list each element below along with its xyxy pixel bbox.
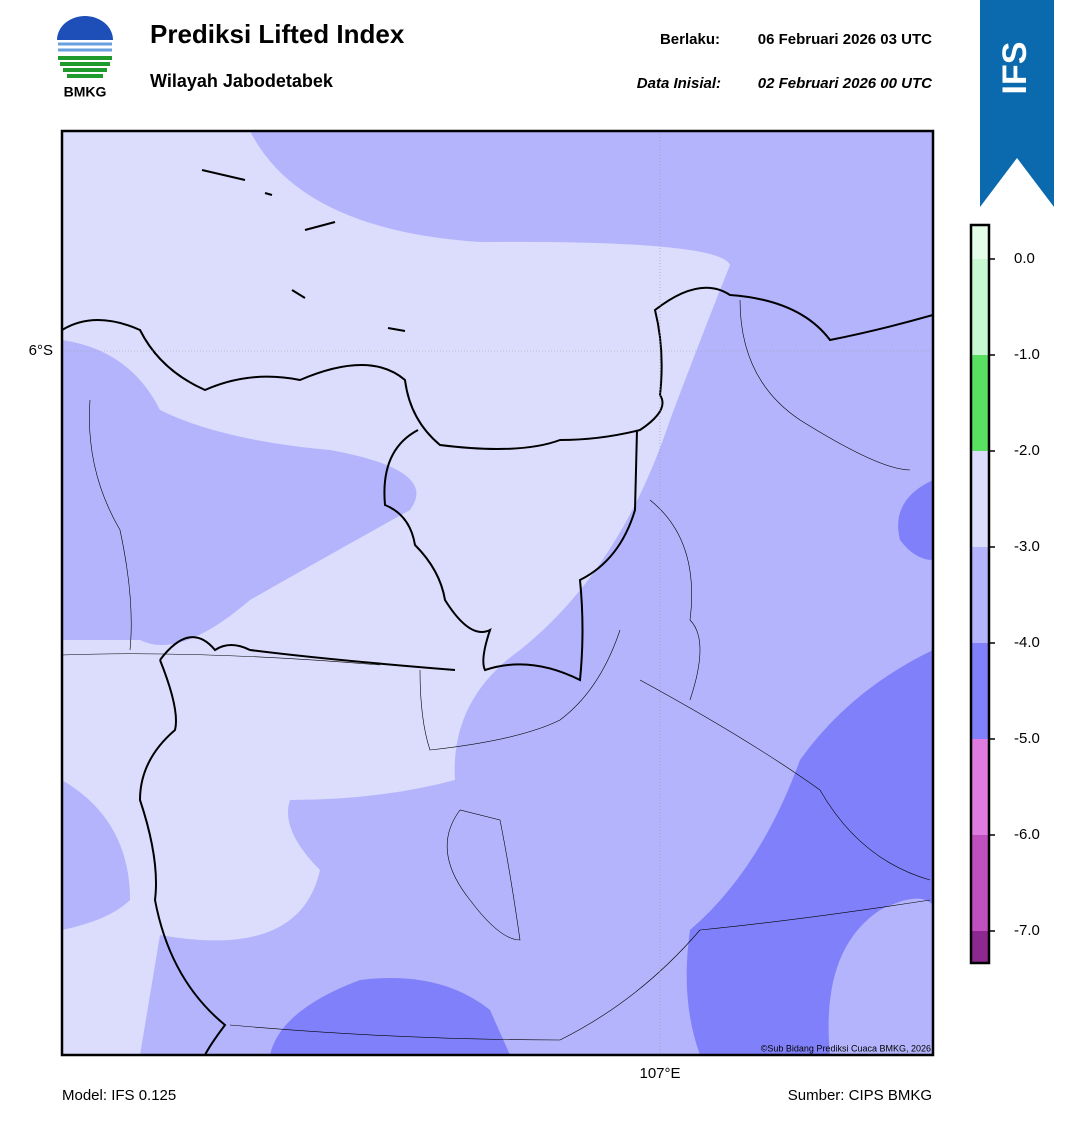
colorbar-segment [971, 931, 989, 963]
map [62, 131, 933, 1055]
colorbar-cap [971, 225, 989, 259]
colorbar-segment [971, 451, 989, 547]
map-frame [60, 129, 935, 1057]
lon-label: 107°E [639, 1065, 680, 1082]
colorbar-frame [969, 223, 991, 965]
subtitle: Wilayah Jabodetabek [150, 71, 334, 91]
badge-text: IFS [996, 42, 1034, 95]
logo [57, 16, 113, 78]
colorbar-label: -7.0 [1014, 922, 1040, 939]
colorbar-segment [971, 835, 989, 931]
colorbar-label: -6.0 [1014, 826, 1040, 843]
colorbar-segment [971, 547, 989, 643]
colorbar-label: 0.0 [1014, 250, 1035, 267]
model: Model: IFS 0.125 [62, 1087, 176, 1104]
init-time: 02 Februari 2026 00 UTC [758, 75, 933, 92]
badge [980, 0, 1054, 207]
colorbar-label: -4.0 [1014, 634, 1040, 651]
lat-label: 6°S [29, 342, 53, 359]
title: Prediksi Lifted Index [150, 19, 405, 49]
colorbar-label: -3.0 [1014, 538, 1040, 555]
colorbar: 0.0 -1.0 -2.0 -3.0 -4.0 -5.0 -6.0 -7.0 [969, 223, 1040, 965]
colorbar-segment [971, 643, 989, 739]
colorbar-segment [971, 259, 989, 355]
colorbar-segment [971, 739, 989, 835]
colorbar-segment [971, 355, 989, 451]
valid-time: 06 Februari 2026 03 UTC [758, 31, 932, 48]
colorbar-label: -2.0 [1014, 442, 1040, 459]
colorbar-label: -1.0 [1014, 346, 1040, 363]
logo-text: BMKG [64, 84, 107, 100]
credit: ©Sub Bidang Prediksi Cuaca BMKG, 2026 [761, 1043, 931, 1053]
source: Sumber: CIPS BMKG [788, 1087, 932, 1104]
valid-label: Berlaku: [660, 31, 720, 48]
init-label: Data Inisial: [637, 75, 721, 92]
colorbar-label: -5.0 [1014, 730, 1040, 747]
